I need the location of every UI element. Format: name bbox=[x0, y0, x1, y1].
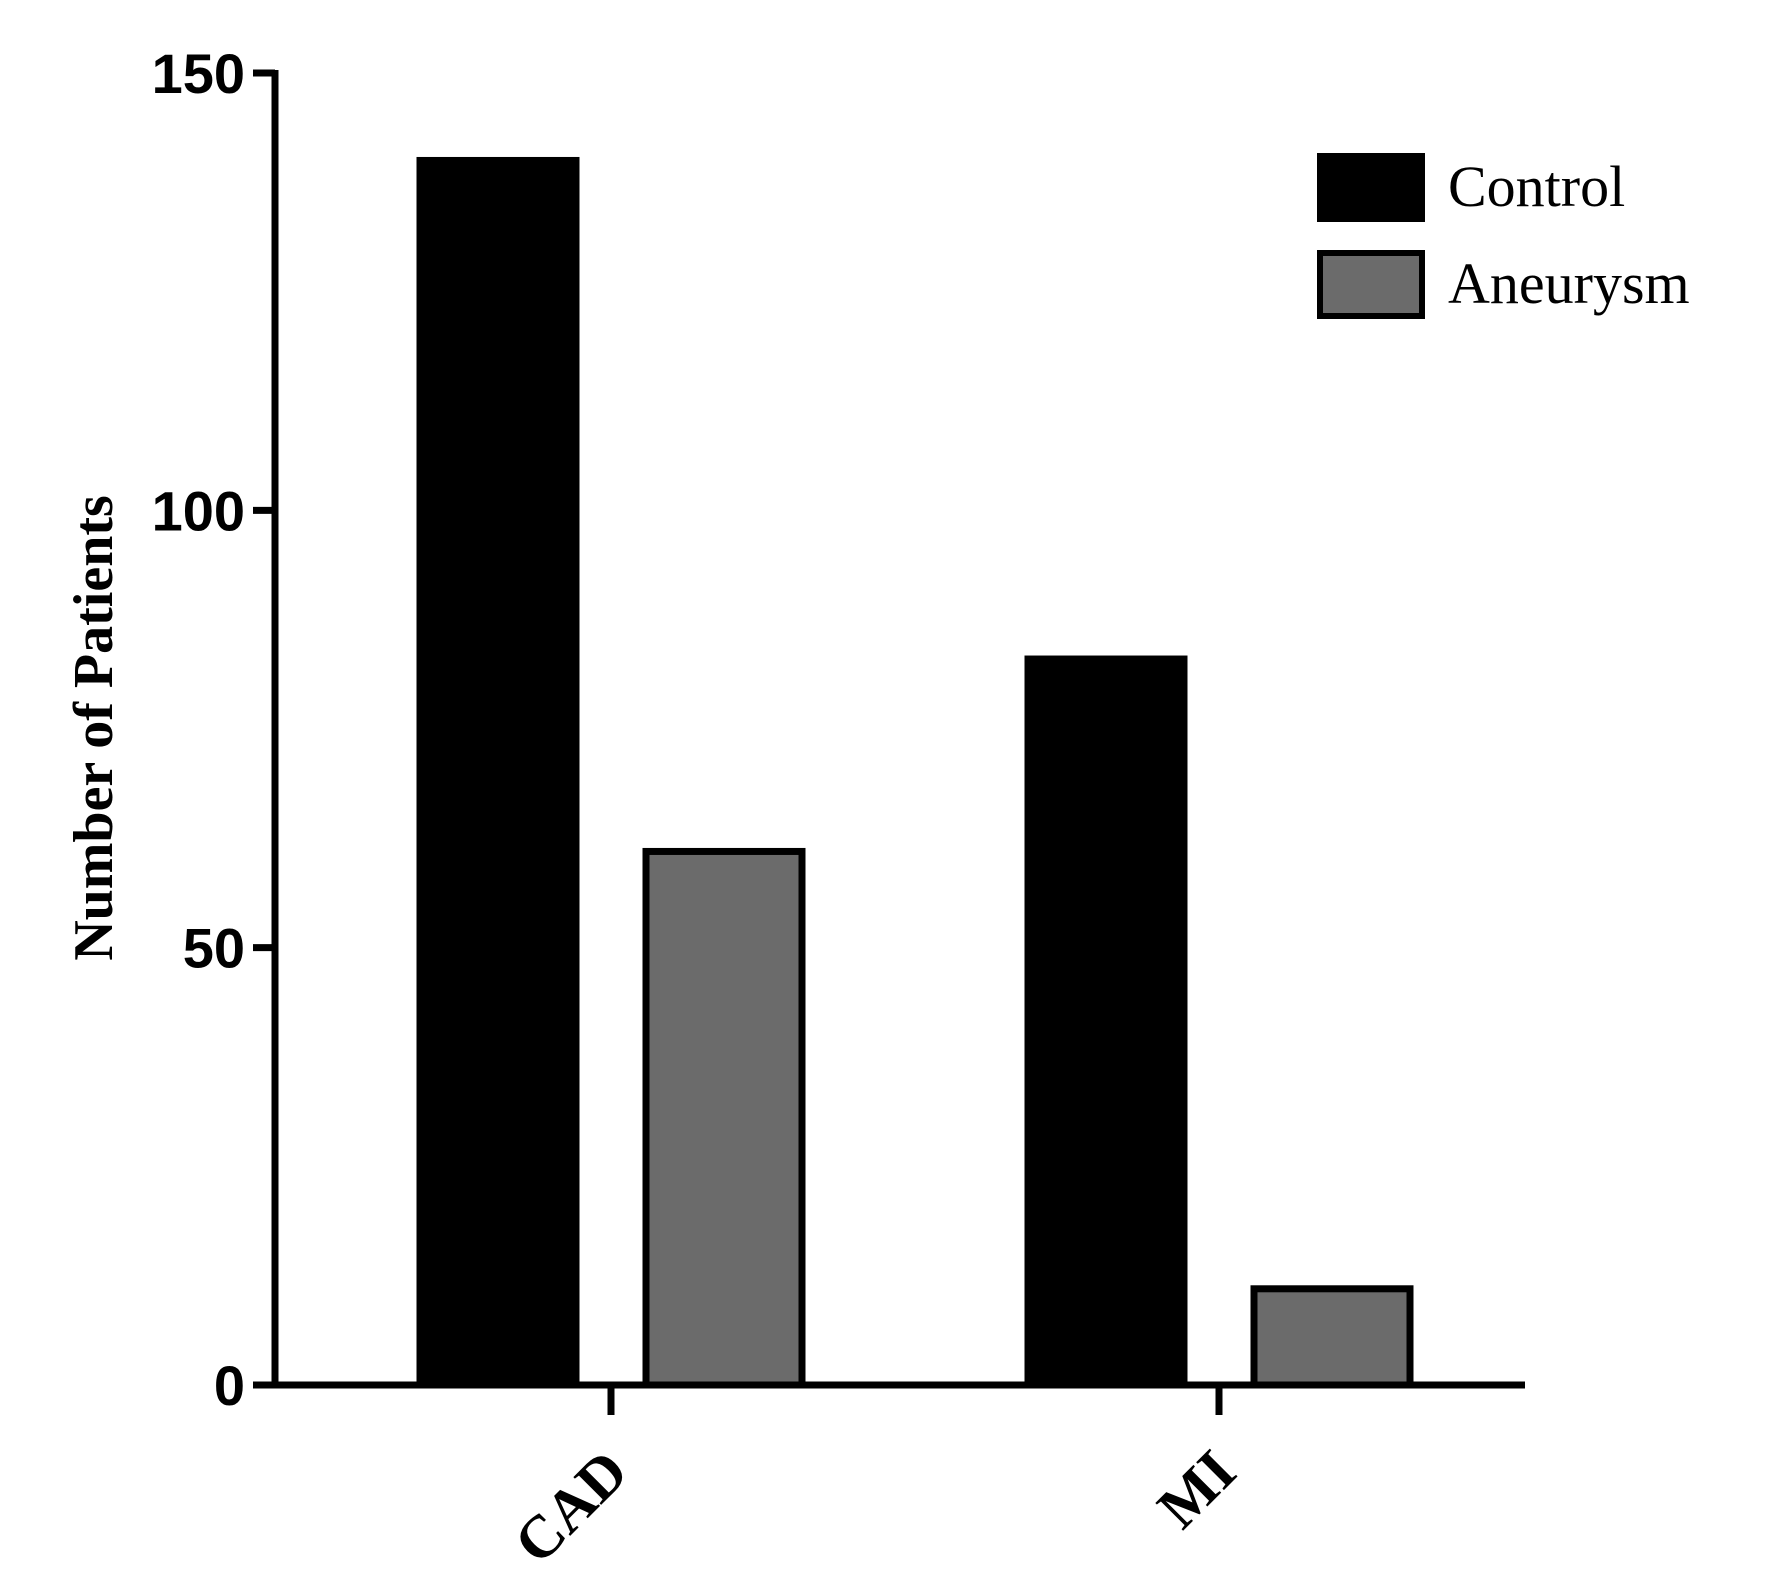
legend-swatch-aneurysm bbox=[1317, 250, 1425, 319]
legend-label-control: Control bbox=[1448, 154, 1625, 219]
y-tick-label: 100 bbox=[152, 479, 245, 542]
axes-layer bbox=[271, 70, 1525, 1389]
y-axis-label: Number of Patients bbox=[63, 495, 125, 961]
bar-aneurysm-mi bbox=[1250, 1285, 1414, 1389]
y-tick-label: 50 bbox=[183, 917, 245, 980]
bar-control-cad bbox=[416, 156, 580, 1389]
legend-swatch-control bbox=[1317, 153, 1425, 222]
bar-control-mi bbox=[1024, 655, 1188, 1389]
legend-label-aneurysm: Aneurysm bbox=[1448, 251, 1690, 316]
x-tick-label: MI bbox=[1145, 1438, 1248, 1541]
bar-aneurysm-cad bbox=[642, 847, 806, 1389]
y-ticks: 0 50 100 150 bbox=[152, 42, 275, 1417]
x-tick-label: CAD bbox=[502, 1438, 641, 1577]
y-tick-label: 150 bbox=[152, 42, 245, 105]
bars-layer bbox=[416, 156, 1414, 1389]
y-tick-label: 0 bbox=[214, 1354, 245, 1417]
x-ticks: CAD MI bbox=[502, 1385, 1248, 1577]
legend: Control Aneurysm bbox=[1317, 153, 1690, 319]
